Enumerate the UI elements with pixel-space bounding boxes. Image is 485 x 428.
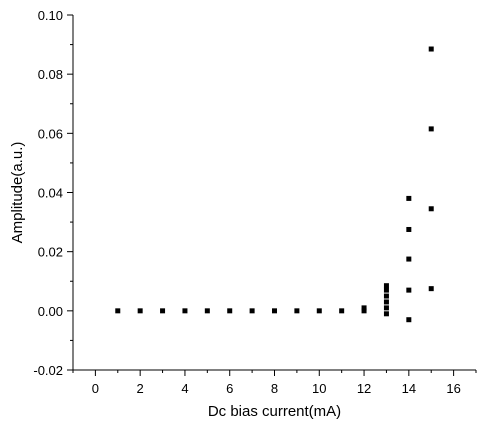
data-point: [406, 226, 412, 232]
data-point: [249, 308, 255, 314]
x-tick-label: 6: [226, 381, 233, 396]
y-tick-label: 0.06: [38, 126, 63, 141]
y-axis-title: Amplitude(a.u.): [9, 142, 26, 244]
data-point: [428, 126, 434, 132]
data-point: [428, 206, 434, 212]
data-point: [204, 308, 210, 314]
y-tick-label: 0.10: [38, 8, 63, 23]
data-point: [137, 308, 143, 314]
data-point: [115, 308, 121, 314]
data-point: [227, 308, 233, 314]
data-point: [160, 308, 166, 314]
x-axis-title: Dc bias current(mA): [208, 403, 341, 420]
x-tick-label: 8: [271, 381, 278, 396]
data-point: [383, 293, 389, 299]
axes: [72, 15, 476, 371]
data-point: [383, 299, 389, 305]
data-point: [383, 305, 389, 311]
data-point: [428, 286, 434, 292]
data-point: [361, 305, 367, 311]
x-tick-label: 2: [137, 381, 144, 396]
data-point: [406, 317, 412, 323]
ticks: [67, 14, 477, 376]
x-tick-label: 16: [446, 381, 460, 396]
data-point: [339, 308, 345, 314]
data-point: [383, 311, 389, 317]
data-point: [294, 308, 300, 314]
data-point: [406, 195, 412, 201]
data-point: [361, 308, 367, 314]
y-tick-label: -0.02: [33, 363, 63, 378]
data-points: [115, 46, 434, 323]
x-tick-label: 12: [357, 381, 371, 396]
y-tick-label: 0.04: [38, 186, 63, 201]
x-tick-label: 4: [181, 381, 188, 396]
data-point: [272, 308, 277, 314]
x-tick-label: 0: [92, 381, 99, 396]
data-point: [383, 283, 389, 289]
data-point: [182, 308, 188, 314]
x-tick-label: 14: [402, 381, 416, 396]
data-point: [406, 287, 412, 293]
data-point: [383, 287, 389, 293]
data-point: [428, 46, 434, 52]
x-tick-label: 10: [312, 381, 326, 396]
y-tick-label: 0.08: [38, 67, 63, 82]
y-tick-label: 0.02: [38, 245, 63, 260]
data-point: [316, 308, 322, 314]
data-point: [406, 256, 412, 262]
tick-labels: 0 2 4 6 8 10 12 14 16 -0.02 0.00 0.02 0.04 0.06 0.08 0.…: [33, 8, 460, 396]
y-tick-label: 0.00: [38, 304, 63, 319]
